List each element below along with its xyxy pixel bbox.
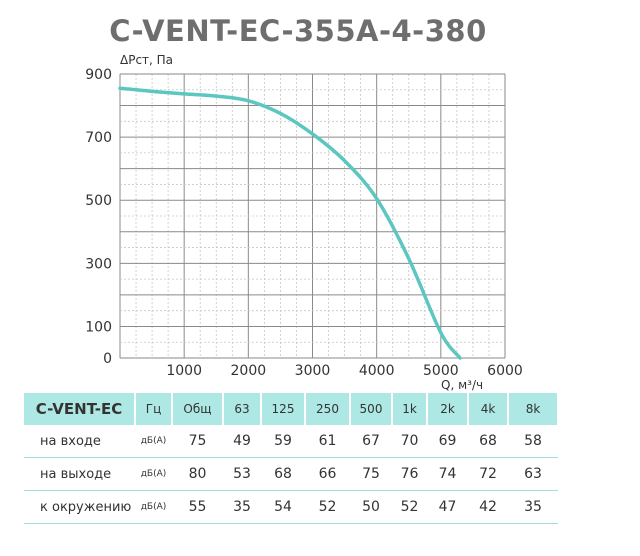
table-row: к окружению дБ(А) 55 35 54 52 50 52 47 42 35 xyxy=(24,490,558,524)
table-cell: 54 xyxy=(261,490,305,524)
y-tick-label: 900 xyxy=(85,67,112,83)
table-cell: 52 xyxy=(392,490,427,524)
table-cell: 70 xyxy=(392,425,427,458)
header-cell: 1k xyxy=(392,393,428,425)
table-cell: 76 xyxy=(392,457,427,491)
row-label: на выходе xyxy=(24,457,135,491)
row-label: на входе xyxy=(24,425,135,458)
table-row: на выходе дБ(А) 80 53 68 66 75 76 74 72 63 xyxy=(24,457,558,491)
table-row: на входе дБ(А) 75 49 59 61 67 70 69 68 58 xyxy=(24,425,558,458)
table-cell: 68 xyxy=(468,425,508,458)
header-cell: 250 xyxy=(305,393,351,425)
y-tick-label: 0 xyxy=(103,351,112,367)
table-cell: 75 xyxy=(172,425,223,458)
y-axis-label: ΔPст, Па xyxy=(120,53,173,67)
header-cell: 500 xyxy=(350,393,393,425)
table-cell: 50 xyxy=(350,490,392,524)
curve-group xyxy=(118,86,462,360)
y-tick-label: 700 xyxy=(85,130,112,146)
table-cell: 63 xyxy=(508,457,558,491)
header-cell: 2k xyxy=(427,393,469,425)
row-unit: дБ(А) xyxy=(135,490,172,524)
x-tick-label: 5000 xyxy=(423,363,459,379)
table-cell: 74 xyxy=(427,457,468,491)
table-cell: 59 xyxy=(261,425,305,458)
header-cell: C-VENT-EC xyxy=(24,393,136,425)
x-axis-label: Q, м³/ч xyxy=(441,378,483,392)
table-cell: 42 xyxy=(468,490,508,524)
header-cell: 125 xyxy=(261,393,306,425)
table-cell: 72 xyxy=(468,457,508,491)
table-cell: 66 xyxy=(305,457,350,491)
row-unit: дБ(А) xyxy=(135,425,172,458)
table-cell: 49 xyxy=(223,425,261,458)
table-cell: 58 xyxy=(508,425,558,458)
x-tick-label: 6000 xyxy=(487,363,523,379)
table-cell: 35 xyxy=(508,490,558,524)
table-cell: 80 xyxy=(172,457,223,491)
ticks: 1000 2000 3000 4000 5000 6000 0 100 300 500 700 900 xyxy=(85,67,523,379)
x-tick-label: 3000 xyxy=(295,363,331,379)
table-cell: 35 xyxy=(223,490,261,524)
chart: 1000 2000 3000 4000 5000 6000 0 100 300 500 700 900… xyxy=(85,53,523,392)
row-unit: дБ(А) xyxy=(135,457,172,491)
x-tick-label: 4000 xyxy=(359,363,395,379)
table-cell: 69 xyxy=(427,425,468,458)
chart-title: C-VENT-EC-355A-4-380 xyxy=(109,14,487,48)
table-cell: 55 xyxy=(172,490,223,524)
header-cell: Общ xyxy=(172,393,224,425)
header-cell: 8k xyxy=(508,393,559,425)
grid xyxy=(119,73,506,359)
table-cell: 47 xyxy=(427,490,468,524)
header-cell: 63 xyxy=(223,393,262,425)
x-tick-label: 1000 xyxy=(166,363,202,379)
table-cell: 68 xyxy=(261,457,305,491)
header-cell: Гц xyxy=(135,393,173,425)
table-cell: 75 xyxy=(350,457,392,491)
noise-table: C-VENT-EC Гц Общ 63 125 250 500 1k 2k 4k… xyxy=(24,393,559,524)
table-cell: 61 xyxy=(305,425,350,458)
table-cell: 67 xyxy=(350,425,392,458)
y-tick-label: 100 xyxy=(85,319,112,335)
row-label: к окружению xyxy=(24,490,135,524)
y-tick-label: 300 xyxy=(85,256,112,272)
table-cell: 53 xyxy=(223,457,261,491)
y-tick-label: 500 xyxy=(85,193,112,209)
x-tick-label: 2000 xyxy=(231,363,267,379)
series-line xyxy=(118,86,462,360)
table-header-row: C-VENT-EC Гц Общ 63 125 250 500 1k 2k 4k… xyxy=(24,393,559,425)
table-cell: 52 xyxy=(305,490,350,524)
header-cell: 4k xyxy=(468,393,509,425)
